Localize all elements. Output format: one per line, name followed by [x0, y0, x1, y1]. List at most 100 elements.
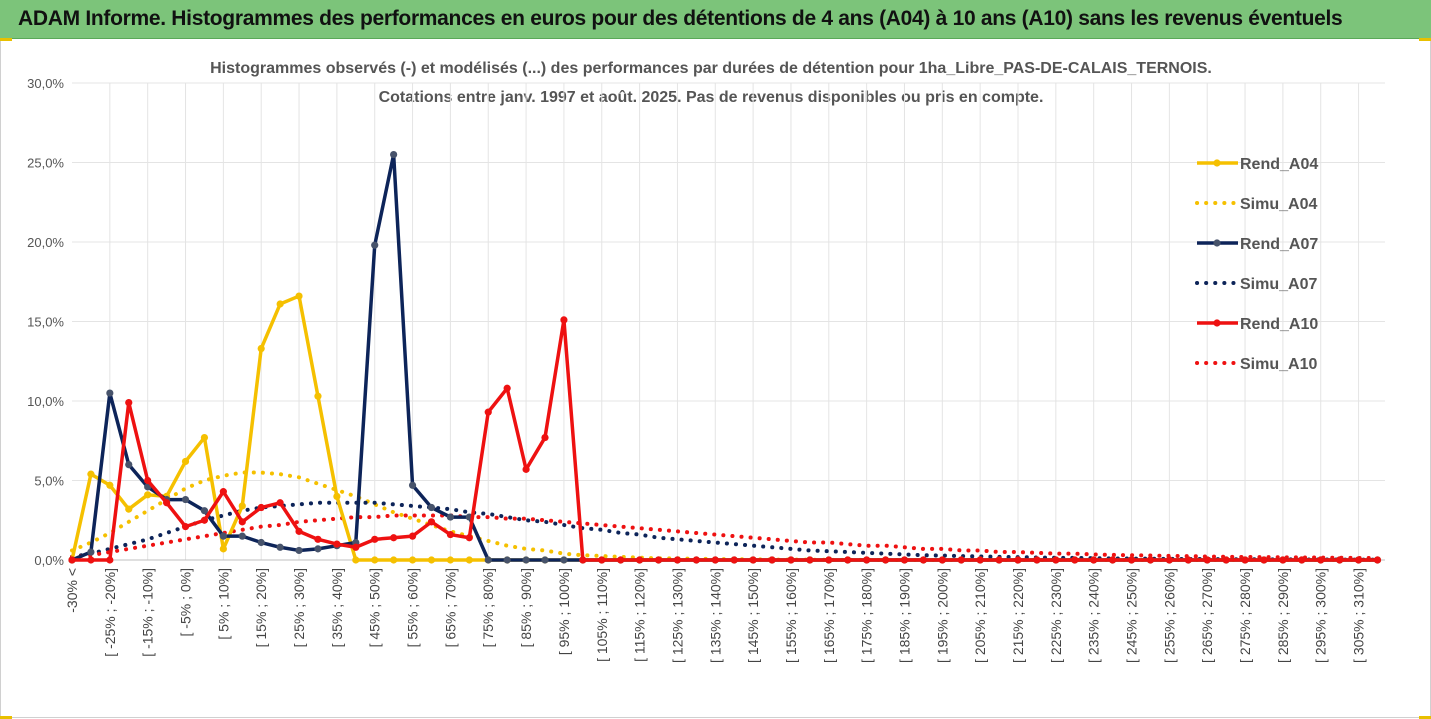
data-point-rend_a10: [768, 556, 776, 564]
legend-label-simu_a07: Simu_A07: [1240, 276, 1317, 293]
data-point-rend_a04: [257, 344, 265, 353]
data-point-rend_a07: [446, 513, 454, 521]
corner-handle[interactable]: [0, 716, 12, 719]
y-tick-label: 10,0%: [27, 394, 64, 409]
data-point-rend_a10: [522, 465, 530, 473]
legend-label-simu_a10: Simu_A10: [1240, 356, 1317, 373]
data-point-rend_a10: [1279, 556, 1287, 564]
y-tick-label: 20,0%: [27, 235, 64, 250]
data-point-rend_a04: [465, 556, 473, 564]
data-point-rend_a10: [1165, 556, 1173, 564]
data-point-rend_a04: [276, 300, 284, 308]
data-point-rend_a10: [1033, 556, 1041, 564]
data-point-rend_a10: [617, 556, 625, 564]
data-point-rend_a04: [87, 470, 95, 478]
data-point-rend_a10: [636, 556, 644, 564]
legend-label-simu_a04: Simu_A04: [1240, 196, 1317, 213]
data-point-rend_a07: [125, 461, 133, 469]
data-point-rend_a07: [219, 532, 227, 540]
data-point-rend_a10: [1354, 556, 1363, 564]
x-tick-label: [ 165% ; 170%]: [821, 568, 837, 663]
data-point-rend_a10: [749, 556, 757, 564]
data-point-rend_a04: [427, 556, 436, 564]
data-point-rend_a10: [200, 516, 209, 524]
data-point-rend_a10: [863, 556, 871, 564]
data-point-rend_a04: [408, 556, 417, 564]
data-point-rend_a10: [295, 527, 303, 535]
data-point-rend_a10: [730, 556, 738, 564]
x-tick-label: [ 25% ; 30%]: [291, 568, 307, 647]
data-point-rend_a10: [976, 556, 984, 564]
y-tick-label: 5,0%: [34, 474, 64, 489]
x-tick-label: [ 105% ; 110%]: [594, 568, 610, 662]
data-point-rend_a10: [825, 556, 833, 564]
data-point-rend_a04: [238, 502, 246, 510]
data-point-rend_a10: [219, 488, 227, 496]
data-point-rend_a10: [125, 398, 133, 407]
data-point-rend_a07: [295, 546, 303, 555]
data-point-rend_a04: [314, 392, 322, 400]
chart-title: Histogrammes observés (-) et modélisés (…: [210, 60, 1212, 77]
x-tick-label: [ 55% ; 60%]: [405, 568, 421, 647]
data-point-rend_a07: [541, 556, 549, 564]
y-tick-label: 15,0%: [27, 315, 64, 330]
series-line-simu_a10: [70, 513, 1380, 561]
chart-subtitle: Cotations entre janv. 1997 et août. 2025…: [378, 89, 1044, 106]
x-tick-label: [ -15% ; -10%]: [140, 568, 156, 657]
data-point-rend_a10: [257, 503, 265, 512]
data-point-rend_a04: [200, 433, 209, 442]
x-tick-label: [ 185% ; 190%]: [896, 568, 912, 663]
data-point-rend_a10: [1127, 556, 1136, 564]
data-point-rend_a04: [352, 556, 360, 564]
y-tick-label: 0,0%: [34, 553, 64, 568]
data-point-rend_a07: [503, 556, 511, 564]
data-point-rend_a10: [446, 530, 454, 539]
corner-handle[interactable]: [0, 38, 12, 41]
data-point-rend_a10: [390, 534, 398, 542]
data-point-rend_a07: [522, 556, 530, 564]
data-point-rend_a10: [1014, 556, 1022, 564]
x-tick-label: [ 275% ; 280%]: [1237, 568, 1253, 663]
x-tick-label: [ 235% ; 240%]: [1086, 568, 1102, 663]
data-point-rend_a10: [787, 556, 795, 564]
x-tick-label: [ 95% ; 100%]: [556, 568, 572, 655]
data-point-rend_a10: [711, 556, 719, 564]
series-line-rend_a07: [71, 152, 1378, 562]
corner-handle[interactable]: [1419, 38, 1431, 41]
data-point-rend_a04: [181, 457, 190, 466]
data-point-rend_a10: [1203, 556, 1211, 564]
x-tick-label: [ 225% ; 230%]: [1048, 568, 1064, 663]
data-point-rend_a10: [900, 556, 909, 564]
corner-handle[interactable]: [1419, 716, 1431, 719]
data-point-rend_a10: [427, 518, 436, 526]
data-point-rend_a10: [238, 518, 246, 526]
data-point-rend_a10: [1146, 556, 1155, 564]
x-tick-label: [ 255% ; 260%]: [1161, 568, 1177, 663]
data-point-rend_a10: [560, 316, 568, 324]
data-point-rend_a10: [484, 408, 492, 416]
data-point-rend_a04: [125, 505, 133, 513]
data-point-rend_a10: [1373, 556, 1382, 564]
x-tick-label: [ 65% ; 70%]: [442, 568, 458, 647]
data-point-rend_a04: [446, 556, 454, 564]
data-point-rend_a07: [314, 545, 322, 553]
x-tick-label: [ 155% ; 160%]: [783, 568, 799, 663]
data-point-rend_a10: [1222, 556, 1230, 564]
x-tick-label: [ 5% ; 10%]: [215, 568, 231, 640]
x-tick-label: [ 265% ; 270%]: [1199, 568, 1215, 663]
data-point-rend_a10: [465, 534, 473, 542]
data-point-rend_a04: [371, 556, 379, 564]
data-point-rend_a10: [68, 556, 76, 564]
x-tick-label: [ 85% ; 90%]: [518, 568, 534, 647]
data-point-rend_a04: [333, 492, 341, 500]
data-point-rend_a04: [390, 556, 398, 564]
data-point-rend_a07: [390, 150, 398, 159]
data-point-rend_a10: [692, 556, 700, 564]
x-tick-label: [ 295% ; 300%]: [1313, 568, 1329, 663]
data-point-rend_a07: [106, 389, 114, 397]
x-tick-label: [ 75% ; 80%]: [480, 568, 496, 647]
legend-marker-rend_a04: [1213, 159, 1221, 167]
data-point-rend_a10: [1336, 556, 1344, 564]
x-tick-label: [ 305% ; 310%]: [1351, 568, 1367, 663]
